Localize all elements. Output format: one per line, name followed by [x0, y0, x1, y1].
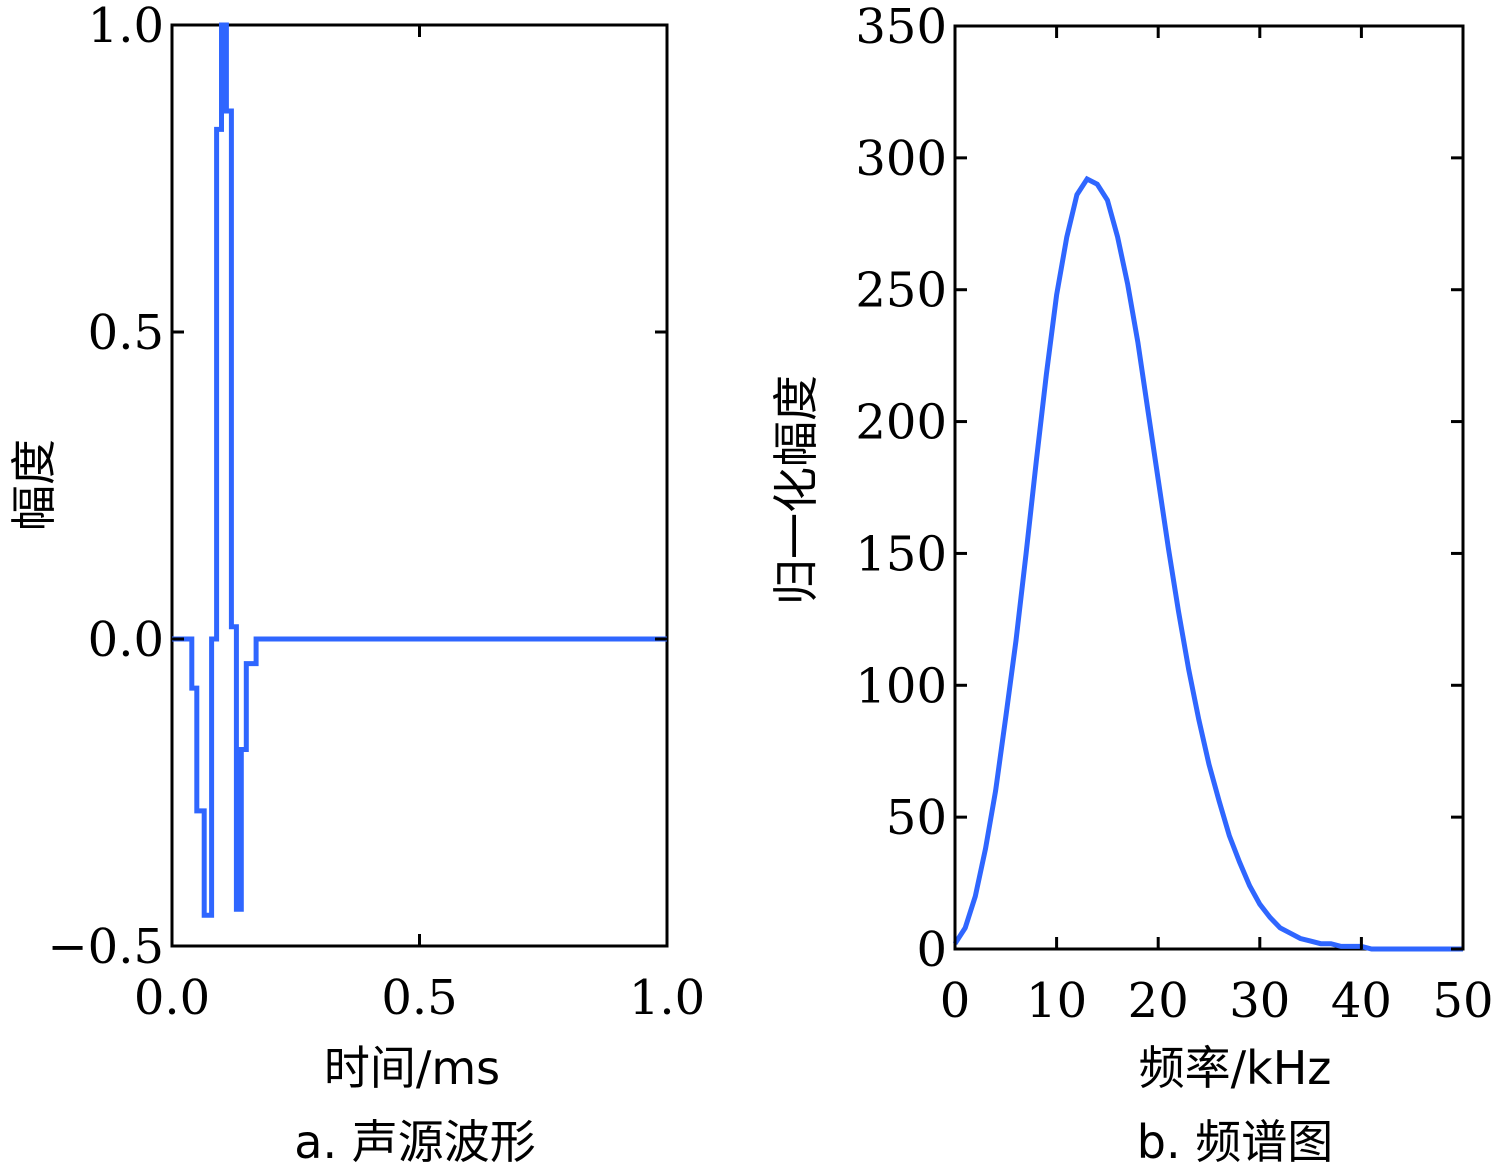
b-y-tick-label: 200: [855, 395, 947, 451]
waveform-caption: a. 声源波形: [294, 1115, 535, 1169]
a-x-tick-label: 0.5: [381, 970, 457, 1026]
b-x-tick-label: 40: [1331, 973, 1392, 1029]
b-y-tick-label: 0: [916, 922, 947, 978]
b-x-tick-label: 10: [1026, 973, 1087, 1029]
a-y-tick-label: 0.0: [88, 612, 164, 668]
waveform-plot-frame: [170, 23, 669, 948]
b-x-tick-label: 50: [1432, 973, 1493, 1029]
spectrum-series-group: [952, 175, 1463, 952]
b-x-tick-label: 0: [940, 973, 971, 1029]
b-y-tick-label: 150: [855, 526, 947, 582]
spectrum-y-axis-label: 归一化幅度: [769, 375, 823, 605]
spectrum-caption: b. 频谱图: [1137, 1115, 1333, 1169]
waveform-y-axis-label: 幅度: [7, 439, 61, 531]
a-x-tick-label: 1.0: [629, 970, 705, 1026]
waveform-panel: 0.0 0.5 1.0 −0.50.00.51.0 幅度 时间/ms a. 声源波形: [7, 0, 705, 1169]
b-y-tick-label: 300: [855, 131, 947, 187]
b-x-tick-label: 30: [1229, 973, 1290, 1029]
waveform-series-group: [172, 22, 667, 918]
spectrum-y-ticks: 0 50 100 150 200 250 300 350: [855, 0, 1463, 978]
b-y-tick-label: 50: [886, 790, 947, 846]
b-y-tick-label: 350: [855, 0, 947, 55]
spectrum-x-axis-label: 频率/kHz: [1139, 1041, 1332, 1095]
b-y-tick-label: 100: [855, 658, 947, 714]
spectrum-x-ticks: 0 10 20 30 40 50: [940, 26, 1494, 1029]
b-x-tick-label: 20: [1128, 973, 1189, 1029]
spectrum-plot-frame: [953, 24, 1465, 951]
a-y-tick-label: 1.0: [88, 0, 164, 54]
a-y-tick-label: −0.5: [47, 919, 164, 975]
a-x-tick-label: 0.0: [134, 970, 210, 1026]
waveform-x-ticks: 0.0 0.5 1.0: [134, 25, 705, 1026]
a-series-line-0: [172, 22, 667, 918]
waveform-x-axis-label: 时间/ms: [324, 1041, 500, 1095]
waveform-y-ticks: −0.5 0.0 0.5 1.0: [47, 0, 667, 975]
a-y-tick-label: 0.5: [88, 305, 164, 361]
b-y-tick-label: 250: [855, 263, 947, 319]
b-series-line-0: [952, 175, 1463, 952]
